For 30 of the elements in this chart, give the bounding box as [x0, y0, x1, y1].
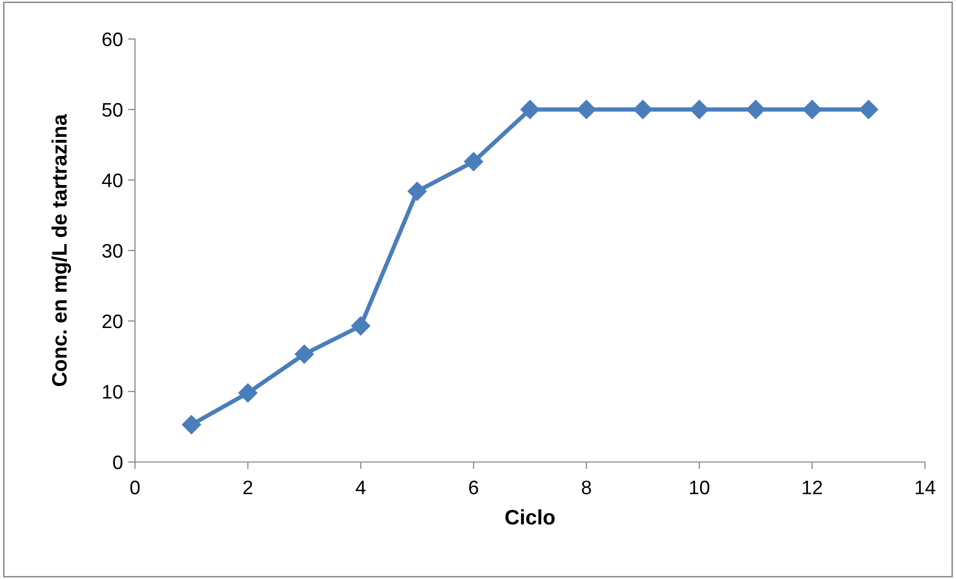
x-axis-title: Ciclo — [505, 509, 555, 525]
point — [238, 383, 258, 402]
x-tick-label: 2 — [243, 480, 252, 494]
x-tick-label: 10 — [690, 480, 710, 494]
point — [182, 415, 201, 434]
point — [408, 182, 427, 201]
point — [633, 100, 652, 120]
x-tick-label: 4 — [356, 480, 366, 494]
y-tick-label: 50 — [102, 102, 122, 117]
y-tick-label: 60 — [102, 32, 122, 46]
y-tick-label: 10 — [103, 384, 122, 399]
y-tick-label: 30 — [102, 244, 122, 258]
y-axis-title: Conc. en mg/L de tartrazina — [52, 114, 72, 386]
x-tick-label: 8 — [582, 480, 591, 494]
point — [351, 316, 370, 336]
point — [464, 152, 484, 172]
y-tick-label: 0 — [113, 455, 122, 470]
x-tick-label: 12 — [802, 480, 822, 494]
x-tick-label: 6 — [469, 480, 478, 494]
point — [690, 100, 709, 120]
point — [576, 100, 596, 120]
x-tick-label: 14 — [916, 480, 936, 494]
point — [859, 100, 878, 120]
x-tick-label: 0 — [130, 480, 140, 494]
point — [294, 344, 314, 364]
y-tick-label: 20 — [102, 314, 122, 328]
point — [746, 100, 766, 120]
point — [520, 100, 540, 120]
y-tick-label: 40 — [102, 173, 122, 188]
point — [802, 100, 822, 120]
